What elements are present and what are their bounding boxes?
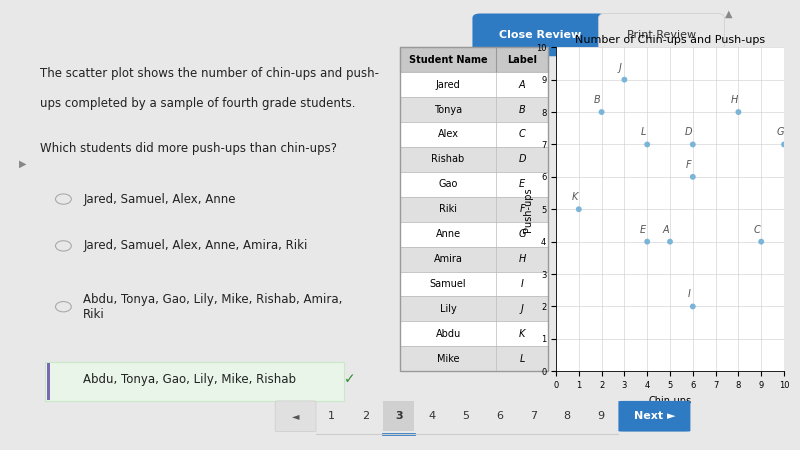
Y-axis label: Push-ups: Push-ups <box>523 187 533 232</box>
Text: Alex: Alex <box>438 130 458 140</box>
Text: G: G <box>518 229 526 239</box>
Text: Anne: Anne <box>435 229 461 239</box>
Text: 2: 2 <box>362 411 369 421</box>
Point <box>641 141 654 148</box>
Text: Mike: Mike <box>437 354 459 364</box>
FancyBboxPatch shape <box>400 247 548 271</box>
FancyBboxPatch shape <box>400 346 548 371</box>
Text: Abdu, Tonya, Gao, Lily, Mike, Rishab: Abdu, Tonya, Gao, Lily, Mike, Rishab <box>83 373 296 386</box>
FancyBboxPatch shape <box>275 401 316 432</box>
Text: 7: 7 <box>530 411 537 421</box>
Text: Abdu, Tonya, Gao, Lily, Mike, Rishab, Amira,
Riki: Abdu, Tonya, Gao, Lily, Mike, Rishab, Am… <box>83 292 342 321</box>
Text: I: I <box>687 289 690 299</box>
Text: Gao: Gao <box>438 180 458 189</box>
FancyBboxPatch shape <box>400 297 548 321</box>
Text: Close Review: Close Review <box>498 30 581 40</box>
Text: ▲: ▲ <box>725 9 732 18</box>
FancyBboxPatch shape <box>400 197 548 222</box>
Text: Jared, Samuel, Alex, Anne: Jared, Samuel, Alex, Anne <box>83 193 236 206</box>
FancyBboxPatch shape <box>383 401 414 431</box>
Text: K: K <box>519 329 526 339</box>
Point <box>641 238 654 245</box>
X-axis label: Chin-ups: Chin-ups <box>649 396 691 405</box>
Text: A: A <box>662 225 670 234</box>
FancyBboxPatch shape <box>400 147 548 172</box>
Text: Jared: Jared <box>436 80 461 90</box>
Text: D: D <box>685 127 693 137</box>
FancyBboxPatch shape <box>400 271 548 297</box>
Title: Number of Chin-ups and Push-ups: Number of Chin-ups and Push-ups <box>575 35 765 45</box>
Text: Next ►: Next ► <box>634 411 675 421</box>
Text: E: E <box>640 225 646 234</box>
Text: Samuel: Samuel <box>430 279 466 289</box>
Point <box>572 206 585 213</box>
Point <box>755 238 768 245</box>
Text: ◄: ◄ <box>292 411 299 421</box>
FancyBboxPatch shape <box>400 122 548 147</box>
Text: F: F <box>519 204 525 214</box>
Text: J: J <box>619 63 622 72</box>
Text: 1: 1 <box>328 411 335 421</box>
Text: 6: 6 <box>496 411 503 421</box>
Text: L: L <box>519 354 525 364</box>
Text: A: A <box>518 80 526 90</box>
Point <box>686 303 699 310</box>
FancyBboxPatch shape <box>618 401 690 432</box>
Point <box>664 238 677 245</box>
Text: The scatter plot shows the number of chin-ups and push-: The scatter plot shows the number of chi… <box>40 68 379 81</box>
Text: C: C <box>754 225 761 234</box>
FancyBboxPatch shape <box>47 363 50 400</box>
Text: I: I <box>521 279 523 289</box>
Text: H: H <box>518 254 526 264</box>
Text: 4: 4 <box>429 411 436 421</box>
Text: K: K <box>571 192 578 202</box>
Text: Rishab: Rishab <box>431 154 465 164</box>
FancyBboxPatch shape <box>598 14 725 56</box>
Text: G: G <box>776 127 784 137</box>
Text: 9: 9 <box>597 411 604 421</box>
Text: B: B <box>594 95 601 105</box>
Text: Lily: Lily <box>440 304 457 314</box>
Text: 8: 8 <box>563 411 570 421</box>
Text: B: B <box>518 104 526 115</box>
FancyBboxPatch shape <box>400 222 548 247</box>
Text: Abdu: Abdu <box>435 329 461 339</box>
Point <box>732 108 745 116</box>
Point <box>595 108 608 116</box>
Text: Jared, Samuel, Alex, Anne, Amira, Riki: Jared, Samuel, Alex, Anne, Amira, Riki <box>83 239 307 252</box>
Text: ups completed by a sample of fourth grade students.: ups completed by a sample of fourth grad… <box>40 97 355 110</box>
Text: 3: 3 <box>395 411 402 421</box>
FancyBboxPatch shape <box>46 362 344 401</box>
FancyBboxPatch shape <box>400 172 548 197</box>
FancyBboxPatch shape <box>400 321 548 347</box>
Text: L: L <box>641 127 646 137</box>
Text: Print Review: Print Review <box>627 30 697 40</box>
FancyBboxPatch shape <box>473 14 606 56</box>
Text: Label: Label <box>507 55 537 65</box>
Point <box>618 76 630 83</box>
Point <box>686 141 699 148</box>
Text: F: F <box>686 160 691 170</box>
FancyBboxPatch shape <box>400 47 548 72</box>
Text: 5: 5 <box>462 411 470 421</box>
Text: Student Name: Student Name <box>409 55 487 65</box>
Text: H: H <box>730 95 738 105</box>
Text: Tonya: Tonya <box>434 104 462 115</box>
Point <box>686 173 699 180</box>
FancyBboxPatch shape <box>400 97 548 122</box>
Text: E: E <box>519 180 525 189</box>
Text: Riki: Riki <box>439 204 457 214</box>
Text: Which students did more push-ups than chin-ups?: Which students did more push-ups than ch… <box>40 142 337 155</box>
Text: J: J <box>521 304 523 314</box>
Text: ▶: ▶ <box>19 159 27 169</box>
Text: Amira: Amira <box>434 254 462 264</box>
Point <box>778 141 790 148</box>
Text: D: D <box>518 154 526 164</box>
Text: ✓: ✓ <box>344 372 355 386</box>
FancyBboxPatch shape <box>400 72 548 97</box>
Text: C: C <box>518 130 526 140</box>
